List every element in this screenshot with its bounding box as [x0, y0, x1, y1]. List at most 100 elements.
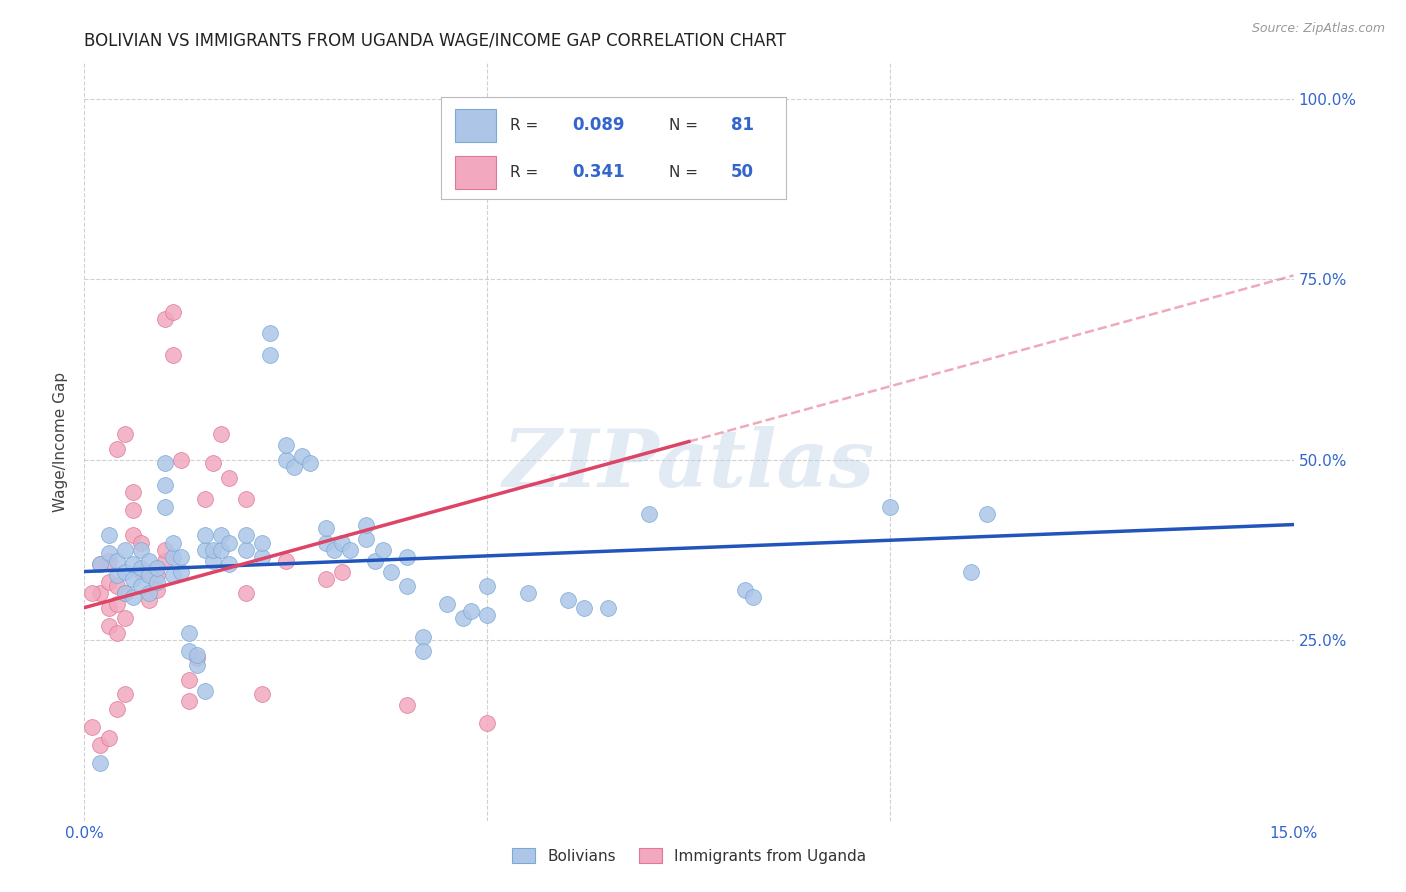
- Point: [209, 542, 232, 557]
- Point: [960, 565, 983, 579]
- Point: [89, 558, 111, 572]
- Point: [274, 438, 297, 452]
- Point: [274, 452, 297, 467]
- Point: [153, 478, 176, 492]
- Point: [572, 600, 595, 615]
- Point: [105, 442, 128, 456]
- Y-axis label: Wage/Income Gap: Wage/Income Gap: [53, 371, 69, 512]
- Point: [97, 554, 120, 568]
- Point: [121, 590, 143, 604]
- Point: [146, 575, 169, 590]
- Point: [412, 644, 434, 658]
- Point: [162, 568, 184, 582]
- Point: [114, 427, 136, 442]
- Point: [186, 648, 208, 662]
- Point: [879, 500, 901, 514]
- Point: [121, 572, 143, 586]
- Point: [460, 604, 482, 618]
- Point: [209, 528, 232, 542]
- Legend: Bolivians, Immigrants from Uganda: Bolivians, Immigrants from Uganda: [506, 842, 872, 870]
- Point: [380, 565, 402, 579]
- Point: [330, 535, 353, 549]
- Point: [179, 626, 201, 640]
- Point: [186, 658, 208, 673]
- Point: [138, 586, 160, 600]
- Point: [121, 558, 143, 572]
- Text: Source: ZipAtlas.com: Source: ZipAtlas.com: [1251, 22, 1385, 36]
- Point: [179, 644, 201, 658]
- Point: [259, 326, 281, 341]
- Point: [97, 618, 120, 632]
- Point: [129, 561, 152, 575]
- Point: [477, 607, 499, 622]
- Point: [153, 554, 176, 568]
- Point: [194, 683, 217, 698]
- Point: [235, 528, 257, 542]
- Point: [259, 348, 281, 362]
- Point: [179, 694, 201, 708]
- Point: [114, 687, 136, 701]
- Text: ZIPatlas: ZIPatlas: [503, 425, 875, 503]
- Point: [138, 568, 160, 582]
- Point: [363, 554, 385, 568]
- Point: [129, 535, 152, 549]
- Point: [153, 542, 176, 557]
- Point: [339, 542, 361, 557]
- Point: [250, 535, 273, 549]
- Point: [89, 738, 111, 752]
- Point: [162, 348, 184, 362]
- Point: [299, 456, 322, 470]
- Point: [202, 554, 225, 568]
- Point: [194, 528, 217, 542]
- Point: [274, 554, 297, 568]
- Point: [97, 731, 120, 745]
- Point: [170, 565, 193, 579]
- Point: [218, 535, 240, 549]
- Point: [557, 593, 579, 607]
- Point: [395, 579, 418, 593]
- Point: [105, 579, 128, 593]
- Point: [179, 673, 201, 687]
- Point: [114, 611, 136, 625]
- Point: [598, 600, 620, 615]
- Point: [734, 582, 756, 597]
- Point: [89, 756, 111, 770]
- Point: [153, 456, 176, 470]
- Point: [395, 550, 418, 565]
- Point: [129, 565, 152, 579]
- Point: [170, 452, 193, 467]
- Point: [218, 558, 240, 572]
- Point: [323, 542, 346, 557]
- Point: [146, 561, 169, 575]
- Point: [477, 579, 499, 593]
- Point: [194, 542, 217, 557]
- Point: [637, 507, 659, 521]
- Point: [186, 651, 208, 665]
- Point: [105, 568, 128, 582]
- Point: [146, 582, 169, 597]
- Point: [451, 611, 474, 625]
- Point: [162, 550, 184, 565]
- Point: [315, 535, 337, 549]
- Point: [153, 311, 176, 326]
- Point: [291, 449, 314, 463]
- Point: [330, 565, 353, 579]
- Point: [162, 304, 184, 318]
- Point: [235, 542, 257, 557]
- Point: [114, 565, 136, 579]
- Point: [283, 459, 305, 474]
- Point: [202, 456, 225, 470]
- Point: [202, 542, 225, 557]
- Point: [170, 550, 193, 565]
- Point: [97, 575, 120, 590]
- Point: [97, 546, 120, 560]
- Point: [82, 720, 104, 734]
- Point: [356, 517, 378, 532]
- Point: [315, 572, 337, 586]
- Point: [82, 586, 104, 600]
- Point: [742, 590, 765, 604]
- Point: [121, 485, 143, 500]
- Point: [129, 579, 152, 593]
- Point: [138, 593, 160, 607]
- Point: [89, 586, 111, 600]
